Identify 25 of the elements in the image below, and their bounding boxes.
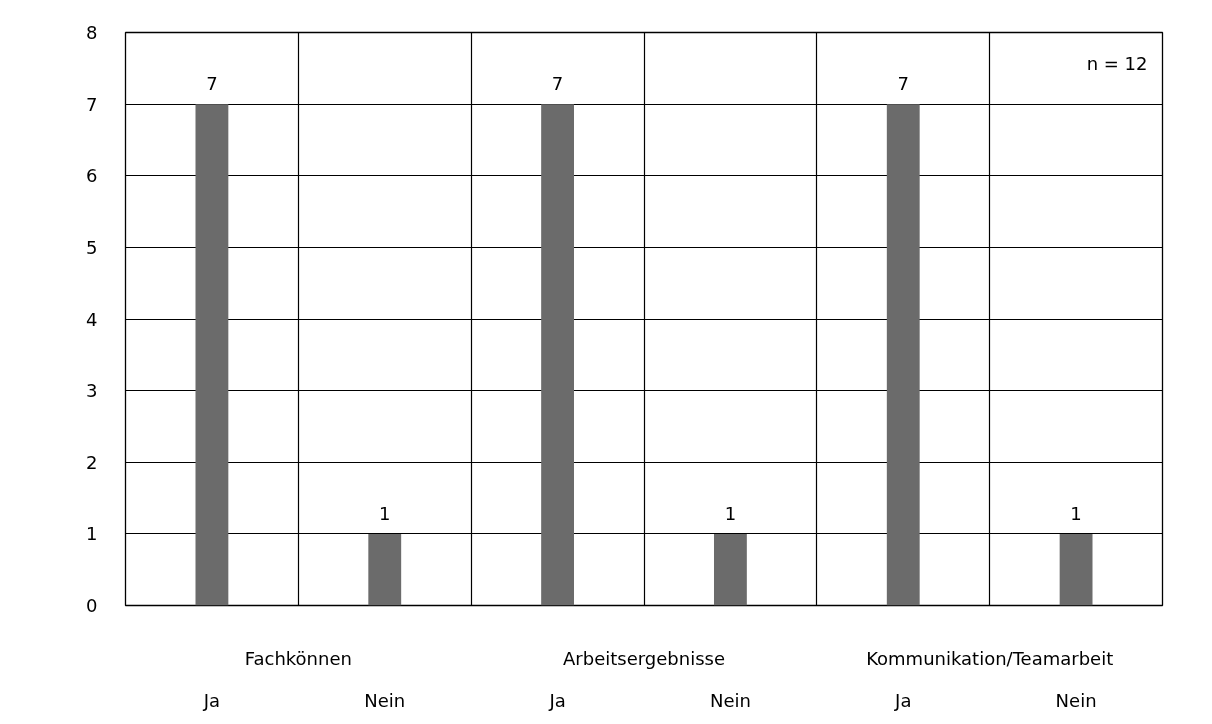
y-tick-label: 0: [86, 595, 98, 616]
data-label: 1: [379, 502, 391, 524]
x-tick-label: Nein: [1055, 689, 1097, 711]
data-label: 7: [551, 73, 564, 95]
y-tick-label: 2: [86, 451, 98, 473]
y-tick-label: 3: [86, 380, 98, 402]
y-tick-label: 5: [86, 236, 98, 258]
y-tick-label: 1: [86, 523, 98, 545]
x-tick-label: Ja: [548, 689, 566, 711]
y-tick-label: 4: [86, 308, 98, 330]
text: Kommunikation/Teamarbeit: [866, 647, 1114, 669]
x-tick-label: Nein: [709, 689, 751, 711]
y-tick-label: 6: [86, 165, 98, 187]
data-label: 1: [1070, 502, 1082, 524]
text: Arbeitsergebnisse: [563, 647, 725, 669]
y-tick-label: 7: [86, 93, 98, 115]
annotation: n = 12: [1086, 52, 1148, 74]
x-tick-label: Nein: [364, 689, 406, 711]
data-label: 1: [724, 502, 737, 524]
x-tick-label: Ja: [202, 689, 221, 711]
x-tick-label: Ja: [894, 689, 912, 711]
data-label: 7: [897, 73, 909, 95]
data-label: 7: [206, 73, 218, 95]
y-tick-label: 8: [86, 22, 98, 43]
text: Fachkönnen: [244, 647, 352, 669]
